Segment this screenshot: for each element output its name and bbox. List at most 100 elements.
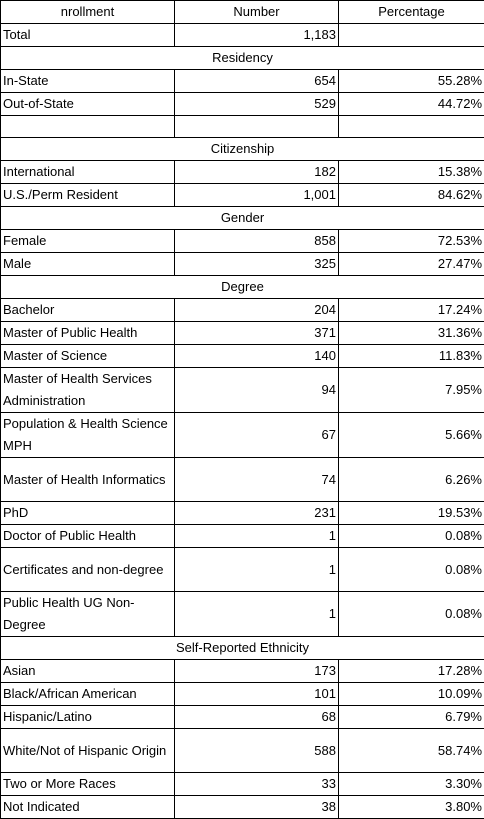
section-header-ethnicity: Self-Reported Ethnicity <box>1 637 484 660</box>
row-percentage: 19.53% <box>339 502 484 525</box>
row-number: 1 <box>175 548 339 592</box>
table-row: In-State 654 55.28% <box>1 70 484 93</box>
row-percentage: 0.08% <box>339 548 484 592</box>
row-percentage: 84.62% <box>339 184 484 207</box>
table-row: Master of Public Health 371 31.36% <box>1 322 484 345</box>
table-row: Master of Health Informatics 74 6.26% <box>1 458 484 502</box>
row-label: In-State <box>1 70 175 93</box>
row-number: 74 <box>175 458 339 502</box>
row-number: 94 <box>175 368 339 413</box>
row-label: Hispanic/Latino <box>1 706 175 729</box>
row-number: 182 <box>175 161 339 184</box>
table-row: Black/African American 101 10.09% <box>1 683 484 706</box>
section-title-gender: Gender <box>1 207 484 230</box>
row-label: International <box>1 161 175 184</box>
row-label: Out-of-State <box>1 93 175 116</box>
spacer-cell <box>1 116 175 138</box>
row-label: Population & Health Science MPH <box>1 413 175 458</box>
table-row: White/Not of Hispanic Origin 588 58.74% <box>1 729 484 773</box>
table-row: Master of Science 140 11.83% <box>1 345 484 368</box>
section-header-degree: Degree <box>1 276 484 299</box>
row-percentage: 17.28% <box>339 660 484 683</box>
section-title-degree: Degree <box>1 276 484 299</box>
row-label: Female <box>1 230 175 253</box>
row-percentage: 3.30% <box>339 773 484 796</box>
row-number: 101 <box>175 683 339 706</box>
row-number: 325 <box>175 253 339 276</box>
row-number: 140 <box>175 345 339 368</box>
table-row: Female 858 72.53% <box>1 230 484 253</box>
row-number: 529 <box>175 93 339 116</box>
total-row: Total 1,183 <box>1 24 484 47</box>
table-row: Asian 173 17.28% <box>1 660 484 683</box>
row-number: 231 <box>175 502 339 525</box>
table-header-row: nrollment Number Percentage <box>1 1 484 24</box>
table-row: International 182 15.38% <box>1 161 484 184</box>
row-label: PhD <box>1 502 175 525</box>
row-number: 204 <box>175 299 339 322</box>
row-percentage: 44.72% <box>339 93 484 116</box>
row-percentage: 5.66% <box>339 413 484 458</box>
section-header-residency: Residency <box>1 47 484 70</box>
row-label: Not Indicated <box>1 796 175 819</box>
row-label: Doctor of Public Health <box>1 525 175 548</box>
table-row: Not Indicated 38 3.80% <box>1 796 484 819</box>
row-percentage: 27.47% <box>339 253 484 276</box>
table-row: Bachelor 204 17.24% <box>1 299 484 322</box>
table-row: Master of Health Services Administration… <box>1 368 484 413</box>
row-percentage: 0.08% <box>339 592 484 637</box>
row-label: Two or More Races <box>1 773 175 796</box>
row-percentage: 0.08% <box>339 525 484 548</box>
row-percentage: 58.74% <box>339 729 484 773</box>
row-number: 588 <box>175 729 339 773</box>
table-row: Out-of-State 529 44.72% <box>1 93 484 116</box>
row-label: Black/African American <box>1 683 175 706</box>
row-label: Master of Science <box>1 345 175 368</box>
total-label: Total <box>1 24 175 47</box>
row-label: White/Not of Hispanic Origin <box>1 729 175 773</box>
row-number: 68 <box>175 706 339 729</box>
section-title-citizenship: Citizenship <box>1 138 484 161</box>
row-label: Public Health UG Non-Degree <box>1 592 175 637</box>
header-percentage: Percentage <box>339 1 484 24</box>
section-title-ethnicity: Self-Reported Ethnicity <box>1 637 484 660</box>
row-label: Master of Health Informatics <box>1 458 175 502</box>
spacer-cell <box>339 116 484 138</box>
row-label: Asian <box>1 660 175 683</box>
row-percentage: 7.95% <box>339 368 484 413</box>
row-label: Bachelor <box>1 299 175 322</box>
header-enrollment: nrollment <box>1 1 175 24</box>
row-percentage: 6.26% <box>339 458 484 502</box>
spacer-row <box>1 116 484 138</box>
row-number: 38 <box>175 796 339 819</box>
row-label: Certificates and non-degree <box>1 548 175 592</box>
row-percentage: 72.53% <box>339 230 484 253</box>
row-label: Master of Public Health <box>1 322 175 345</box>
row-number: 173 <box>175 660 339 683</box>
row-percentage: 11.83% <box>339 345 484 368</box>
row-label: Master of Health Services Administration <box>1 368 175 413</box>
row-percentage: 31.36% <box>339 322 484 345</box>
table-row: Certificates and non-degree 1 0.08% <box>1 548 484 592</box>
section-title-residency: Residency <box>1 47 484 70</box>
section-header-citizenship: Citizenship <box>1 138 484 161</box>
total-percentage <box>339 24 484 47</box>
table-row: Two or More Races 33 3.30% <box>1 773 484 796</box>
row-percentage: 15.38% <box>339 161 484 184</box>
row-percentage: 6.79% <box>339 706 484 729</box>
table-row: U.S./Perm Resident 1,001 84.62% <box>1 184 484 207</box>
row-number: 33 <box>175 773 339 796</box>
section-header-gender: Gender <box>1 207 484 230</box>
row-percentage: 17.24% <box>339 299 484 322</box>
table-row: Doctor of Public Health 1 0.08% <box>1 525 484 548</box>
table-row: Population & Health Science MPH 67 5.66% <box>1 413 484 458</box>
row-number: 67 <box>175 413 339 458</box>
row-number: 654 <box>175 70 339 93</box>
row-percentage: 55.28% <box>339 70 484 93</box>
row-label: Male <box>1 253 175 276</box>
row-percentage: 10.09% <box>339 683 484 706</box>
row-number: 371 <box>175 322 339 345</box>
spacer-cell <box>175 116 339 138</box>
table-row: PhD 231 19.53% <box>1 502 484 525</box>
